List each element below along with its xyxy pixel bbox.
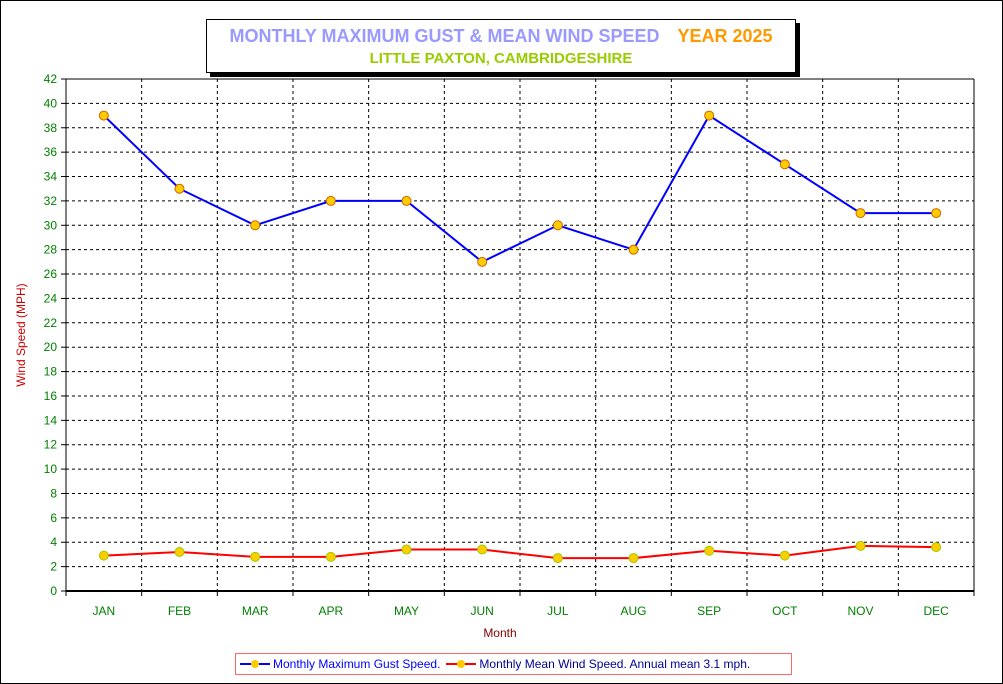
y-tick-label: 8 — [50, 486, 57, 500]
y-tick-label: 12 — [44, 438, 58, 452]
data-point-gust — [174, 183, 185, 194]
x-tick-label: OCT — [772, 604, 798, 618]
x-axis-label: Month — [483, 626, 516, 640]
x-tick-label: AUG — [620, 604, 646, 618]
legend-label-mean: Monthly Mean Wind Speed. Annual mean 3.1… — [479, 657, 751, 671]
series-line-gust — [103, 114, 937, 264]
title-box: MONTHLY MAXIMUM GUST & MEAN WIND SPEED YE… — [206, 19, 796, 73]
title-text: MONTHLY MAXIMUM GUST & MEAN WIND SPEED — [229, 26, 660, 46]
x-tick-label: MAR — [242, 604, 269, 618]
y-tick-label: 18 — [44, 365, 58, 379]
legend-item-gust: Monthly Maximum Gust Speed. — [240, 657, 440, 671]
data-point-gust — [325, 195, 336, 206]
y-tick-label: 20 — [44, 340, 58, 354]
legend: Monthly Maximum Gust Speed. Monthly Mean… — [235, 653, 792, 675]
data-point-mean — [704, 545, 715, 556]
year-label: YEAR 2025 — [677, 26, 773, 46]
data-point-gust — [704, 110, 715, 121]
data-point-mean — [931, 542, 942, 553]
legend-item-mean: Monthly Mean Wind Speed. Annual mean 3.1… — [446, 657, 750, 671]
y-tick-label: 36 — [44, 145, 58, 159]
data-point-mean — [174, 546, 185, 557]
data-point-gust — [779, 159, 790, 170]
series-line-mean — [103, 544, 937, 560]
x-tick-label: MAY — [394, 604, 419, 618]
y-tick-label: 28 — [44, 243, 58, 257]
legend-label-gust: Monthly Maximum Gust Speed. — [273, 657, 441, 671]
y-tick-label: 38 — [44, 121, 58, 135]
data-point-mean — [250, 551, 261, 562]
data-point-gust — [250, 220, 261, 231]
y-tick-label: 32 — [44, 194, 58, 208]
x-tick-label: NOV — [847, 604, 873, 618]
x-tick-label: APR — [318, 604, 343, 618]
chart-subtitle: LITTLE PAXTON, CAMBRIDGESHIRE — [369, 50, 633, 67]
legend-swatch-mean — [446, 659, 477, 669]
y-tick-label: 2 — [50, 560, 57, 574]
y-tick-label: 40 — [44, 96, 58, 110]
data-point-mean — [628, 553, 639, 564]
data-point-gust — [855, 208, 866, 219]
data-point-gust — [552, 220, 563, 231]
x-tick-label: SEP — [697, 604, 721, 618]
data-point-mean — [779, 550, 790, 561]
data-point-mean — [98, 550, 109, 561]
y-tick-label: 0 — [50, 584, 57, 598]
data-point-gust — [477, 256, 488, 267]
x-tick-label: JUN — [470, 604, 493, 618]
legend-swatch-gust — [240, 659, 270, 669]
y-tick-label: 10 — [44, 462, 58, 476]
y-tick-label: 6 — [50, 511, 57, 525]
y-tick-label: 30 — [44, 218, 58, 232]
x-tick-label: FEB — [168, 604, 191, 618]
x-tick-label: JUL — [547, 604, 569, 618]
data-point-mean — [477, 544, 488, 555]
y-tick-label: 42 — [44, 72, 58, 86]
y-tick-label: 34 — [44, 170, 58, 184]
data-point-mean — [552, 553, 563, 564]
y-axis-label: Wind Speed (MPH) — [14, 283, 28, 386]
y-tick-label: 22 — [44, 316, 58, 330]
data-point-gust — [628, 244, 639, 255]
x-tick-label: JAN — [92, 604, 115, 618]
data-point-gust — [401, 195, 412, 206]
data-point-gust — [98, 110, 109, 121]
data-point-mean — [855, 540, 866, 551]
y-tick-label: 14 — [44, 413, 58, 427]
chart-title: MONTHLY MAXIMUM GUST & MEAN WIND SPEED YE… — [207, 26, 795, 47]
y-tick-label: 4 — [50, 535, 57, 549]
data-point-gust — [931, 208, 942, 219]
data-point-mean — [401, 544, 412, 555]
data-point-mean — [325, 551, 336, 562]
y-tick-label: 24 — [44, 291, 58, 305]
y-tick-label: 26 — [44, 267, 58, 281]
x-tick-label: DEC — [923, 604, 949, 618]
y-tick-label: 16 — [44, 389, 58, 403]
